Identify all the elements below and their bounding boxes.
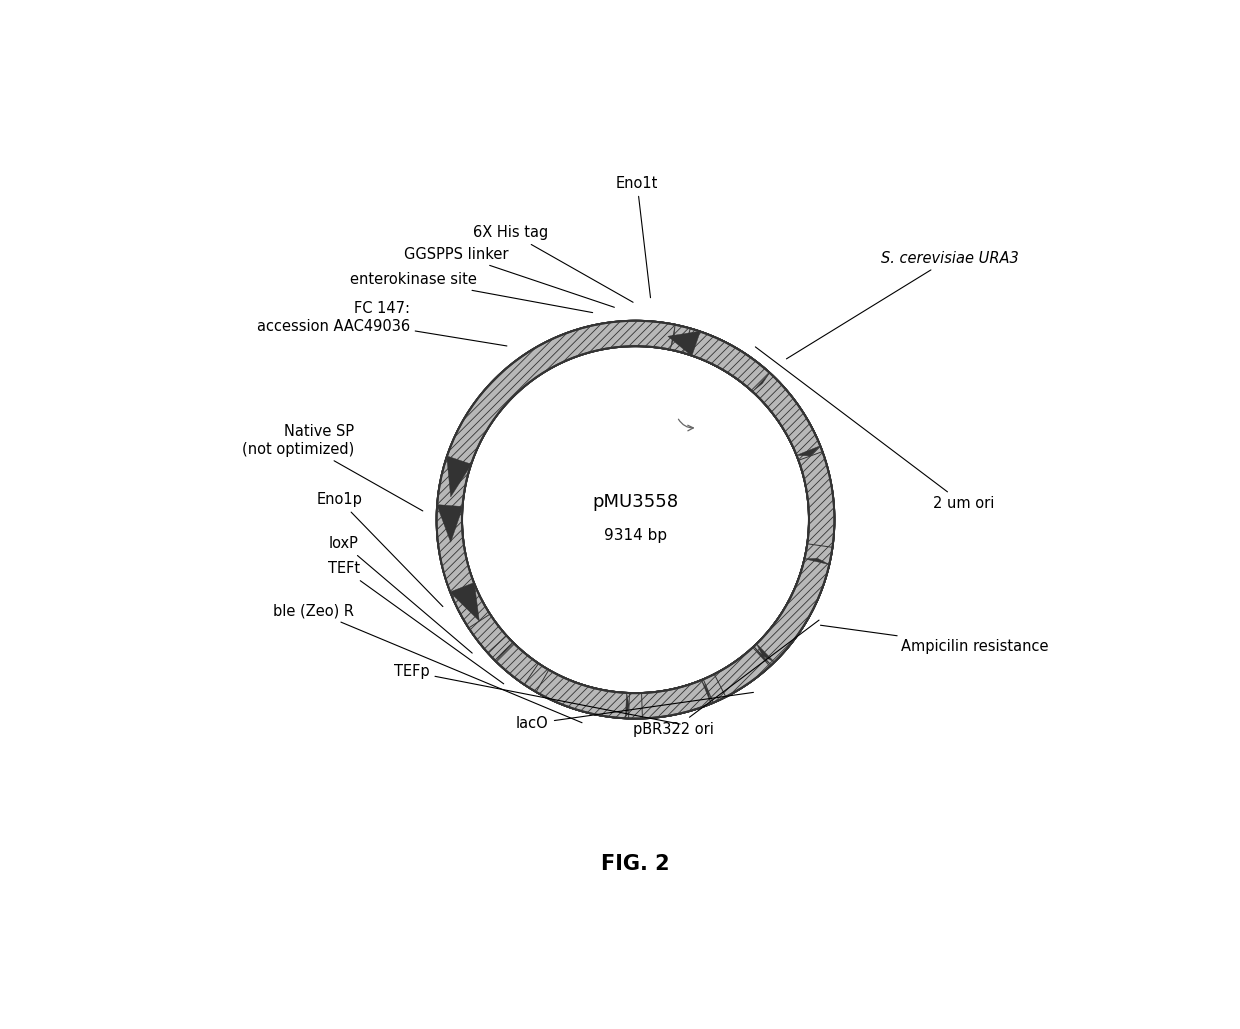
Polygon shape	[436, 320, 835, 719]
Text: 9314 bp: 9314 bp	[604, 528, 667, 543]
Text: Eno1t: Eno1t	[616, 176, 658, 297]
Polygon shape	[756, 643, 775, 663]
Polygon shape	[436, 320, 835, 719]
Polygon shape	[536, 670, 630, 719]
Polygon shape	[496, 643, 513, 662]
Text: Native SP
(not optimized): Native SP (not optimized)	[242, 424, 423, 511]
Polygon shape	[753, 372, 770, 392]
Polygon shape	[495, 642, 538, 685]
Polygon shape	[668, 331, 701, 356]
Polygon shape	[714, 646, 771, 698]
Polygon shape	[625, 693, 629, 719]
Polygon shape	[753, 647, 770, 667]
Polygon shape	[641, 679, 713, 719]
Polygon shape	[754, 543, 833, 666]
Text: ble (Zeo) R: ble (Zeo) R	[273, 603, 582, 722]
Text: enterokinase site: enterokinase site	[350, 272, 593, 313]
Text: TEFp: TEFp	[394, 665, 680, 724]
Text: pBR322 ori: pBR322 ori	[634, 620, 820, 737]
Text: FC 147:
accession AAC49036: FC 147: accession AAC49036	[257, 301, 507, 346]
Text: 6X His tag: 6X His tag	[474, 225, 634, 303]
Text: Ampicilin resistance: Ampicilin resistance	[821, 626, 1049, 653]
Polygon shape	[683, 328, 823, 460]
Polygon shape	[708, 339, 771, 393]
Text: pMU3558: pMU3558	[593, 493, 678, 511]
Text: lacO: lacO	[516, 693, 754, 732]
Text: Eno1p: Eno1p	[316, 492, 443, 606]
Polygon shape	[446, 456, 471, 497]
Polygon shape	[436, 321, 835, 718]
Polygon shape	[436, 320, 835, 719]
Polygon shape	[796, 446, 821, 456]
Polygon shape	[670, 324, 676, 350]
Text: loxP: loxP	[329, 536, 472, 653]
Text: 2 um ori: 2 um ori	[755, 347, 994, 511]
Polygon shape	[701, 680, 712, 704]
Polygon shape	[450, 582, 480, 622]
Polygon shape	[760, 556, 831, 659]
Polygon shape	[436, 323, 835, 719]
Polygon shape	[804, 559, 830, 565]
Text: GGSPPS linker: GGSPPS linker	[404, 247, 614, 308]
Text: TEFt: TEFt	[327, 561, 503, 684]
Text: FIG. 2: FIG. 2	[601, 854, 670, 875]
Text: S. cerevisiae URA3: S. cerevisiae URA3	[786, 251, 1019, 359]
Polygon shape	[436, 504, 463, 542]
Polygon shape	[625, 320, 677, 351]
